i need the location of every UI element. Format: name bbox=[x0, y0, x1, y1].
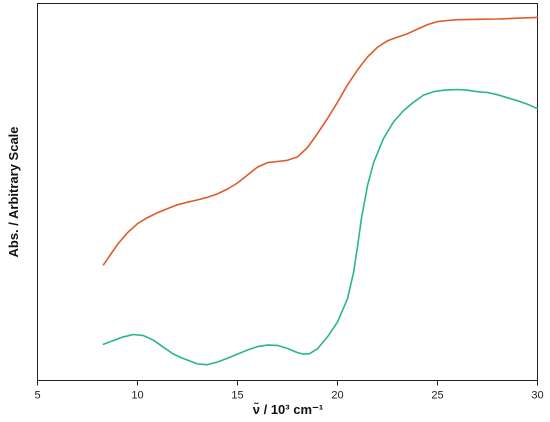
x-tick-label: 15 bbox=[231, 390, 243, 402]
series-group bbox=[102, 16, 539, 366]
y-axis-label: Abs. / Arbitrary Scale bbox=[6, 126, 21, 257]
x-axis: 5 10 15 20 25 30 bbox=[34, 380, 544, 402]
plot-frame bbox=[37, 3, 538, 381]
x-tick-label: 5 bbox=[34, 390, 40, 402]
series-line-1 bbox=[102, 16, 539, 266]
x-tick-label: 30 bbox=[531, 390, 543, 402]
series-line-2 bbox=[102, 88, 539, 366]
x-tick-label: 10 bbox=[131, 390, 143, 402]
x-tick-label: 20 bbox=[331, 390, 343, 402]
x-tick-label: 25 bbox=[431, 390, 443, 402]
x-axis-label: ν̃ / 10³ cm⁻¹ bbox=[253, 402, 323, 417]
